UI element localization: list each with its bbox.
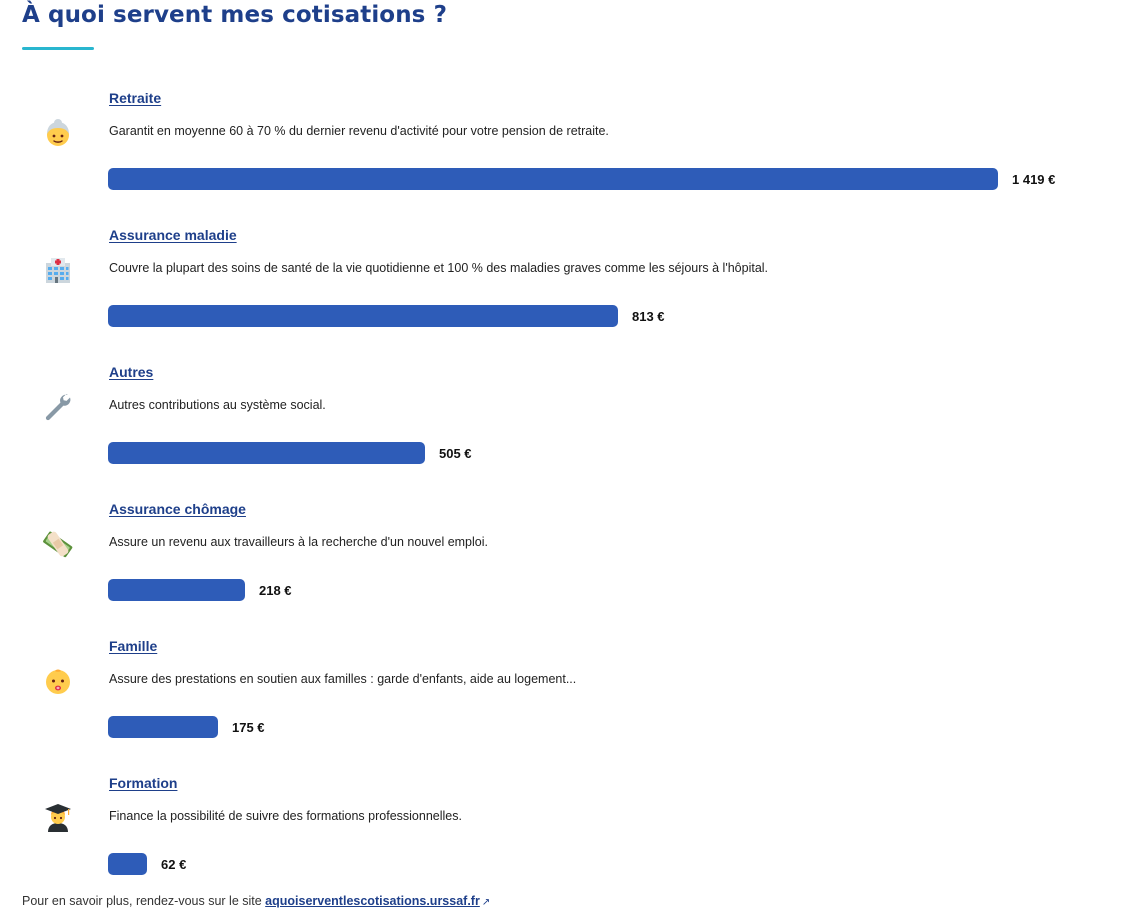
footer: Pour en savoir plus, rendez-vous sur le … bbox=[22, 894, 490, 908]
amount-bar bbox=[108, 305, 618, 327]
amount-bar-row: 505 € bbox=[108, 442, 472, 464]
amount-bar bbox=[108, 442, 425, 464]
contribution-description: Autres contributions au système social. bbox=[109, 398, 326, 412]
amount-value: 218 € bbox=[259, 582, 292, 598]
older-person-icon bbox=[40, 115, 76, 151]
footer-link[interactable]: aquoiserventlescotisations.urssaf.fr bbox=[265, 894, 480, 908]
hospital-icon bbox=[40, 252, 76, 288]
amount-bar-row: 813 € bbox=[108, 305, 665, 327]
amount-bar bbox=[108, 168, 998, 190]
amount-value: 1 419 € bbox=[1012, 171, 1056, 187]
contribution-item-autres: Autres Autres contributions au système so… bbox=[0, 364, 1143, 474]
amount-bar bbox=[108, 853, 147, 875]
contribution-item-retraite: Retraite Garantit en moyenne 60 à 70 % du… bbox=[0, 90, 1143, 200]
contribution-title-link[interactable]: Assurance maladie bbox=[109, 227, 237, 243]
contribution-description: Assure des prestations en soutien aux fa… bbox=[109, 672, 577, 686]
amount-value: 813 € bbox=[632, 308, 665, 324]
amount-bar bbox=[108, 579, 245, 601]
amount-bar-row: 1 419 € bbox=[108, 168, 1055, 190]
contribution-item-formation: Formation Finance la possibilité de suivr… bbox=[0, 775, 1143, 885]
contribution-description: Finance la possibilité de suivre des for… bbox=[109, 809, 462, 823]
contribution-description: Garantit en moyenne 60 à 70 % du dernier… bbox=[109, 124, 609, 138]
contribution-title-link[interactable]: Famille bbox=[109, 638, 158, 654]
contribution-description: Couvre la plupart des soins de santé de … bbox=[109, 261, 769, 275]
amount-value: 505 € bbox=[439, 445, 472, 461]
wrench-icon bbox=[40, 389, 76, 425]
contribution-item-assurance-maladie: Assurance maladie Couvre la plupart des s… bbox=[0, 227, 1143, 337]
amount-bar bbox=[108, 716, 218, 738]
amount-bar-row: 175 € bbox=[108, 716, 265, 738]
amount-bar-row: 62 € bbox=[108, 853, 186, 875]
page-title: À quoi servent mes cotisations ? bbox=[22, 2, 448, 28]
title-underline bbox=[22, 47, 94, 50]
amount-value: 175 € bbox=[232, 719, 265, 735]
money-bandage-icon bbox=[40, 526, 76, 562]
contribution-title-link[interactable]: Autres bbox=[109, 364, 154, 380]
external-link-icon: ↗ bbox=[481, 897, 491, 908]
contribution-item-famille: Famille Assure des prestations en soutien… bbox=[0, 638, 1143, 748]
contribution-title-link[interactable]: Formation bbox=[109, 775, 178, 791]
contribution-item-assurance-ch-mage: Assurance chômage Assure un revenu aux tr… bbox=[0, 501, 1143, 611]
contribution-title-link[interactable]: Retraite bbox=[109, 90, 162, 106]
amount-value: 62 € bbox=[161, 856, 187, 872]
student-icon bbox=[40, 800, 76, 836]
baby-icon bbox=[40, 663, 76, 699]
footer-text: Pour en savoir plus, rendez-vous sur le … bbox=[22, 894, 266, 908]
amount-bar-row: 218 € bbox=[108, 579, 292, 601]
contribution-description: Assure un revenu aux travailleurs à la r… bbox=[109, 535, 488, 549]
contribution-title-link[interactable]: Assurance chômage bbox=[109, 501, 246, 517]
